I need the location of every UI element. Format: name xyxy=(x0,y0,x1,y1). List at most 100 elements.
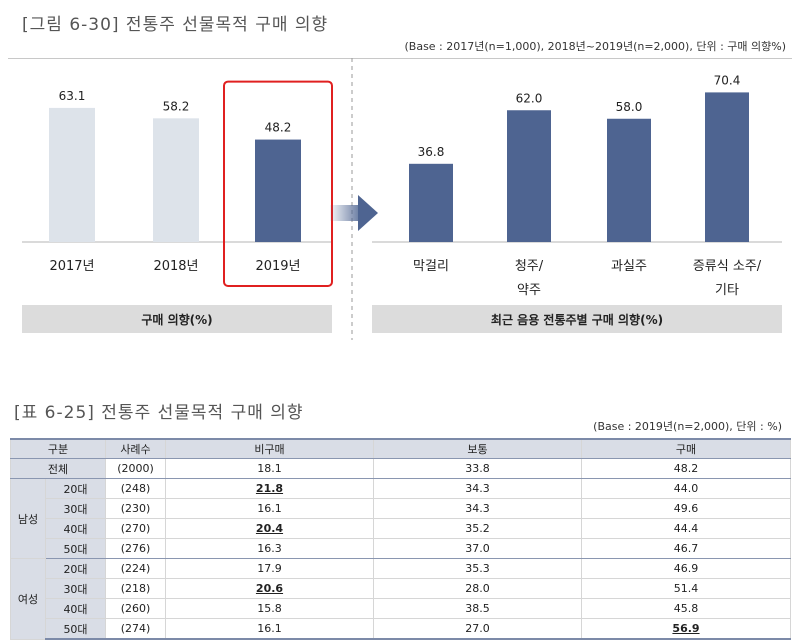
cell-neutral: 33.8 xyxy=(373,458,582,479)
data-label: 62.0 xyxy=(516,91,543,105)
cell-no: 15.8 xyxy=(165,598,374,619)
table-row: 40대 (270) 20.4 35.2 44.4 xyxy=(11,518,791,539)
left-chart-caption-box xyxy=(22,305,332,333)
row-age: 50대 xyxy=(45,618,106,640)
cell-neutral: 34.3 xyxy=(373,478,582,499)
category-label: 2019년 xyxy=(255,259,300,274)
table-row: 50대 (274) 16.1 27.0 56.9 xyxy=(11,618,791,640)
cell-buy: 44.0 xyxy=(581,478,791,499)
cell-buy: 49.6 xyxy=(581,498,791,519)
cell-n: (270) xyxy=(105,518,166,539)
row-age: 40대 xyxy=(45,518,106,539)
flow-arrow-icon xyxy=(330,195,378,231)
header-no: 비구매 xyxy=(165,438,374,459)
row-label: 전체 xyxy=(10,458,106,479)
table-row: 여성 20대 (224) 17.9 35.3 46.9 xyxy=(10,558,791,640)
row-age: 50대 xyxy=(45,538,106,559)
data-label: 63.1 xyxy=(59,89,86,103)
row-age: 40대 xyxy=(45,598,106,619)
table-header-row: 구분 사례수 비구매 보통 구매 xyxy=(10,438,791,459)
cell-no: 16.3 xyxy=(165,538,374,559)
cell-buy: 51.4 xyxy=(581,578,791,599)
cell-n: (224) xyxy=(105,558,166,579)
table-base-note: (Base : 2019년(n=2,000), 단위 : %) xyxy=(593,420,782,433)
header-neutral: 보통 xyxy=(373,438,582,459)
cell-buy: 46.7 xyxy=(581,538,791,559)
cell-n: (230) xyxy=(105,498,166,519)
table-row: 30대 (230) 16.1 34.3 49.6 xyxy=(11,498,791,519)
cell-no: 17.9 xyxy=(165,558,374,579)
header-buy: 구매 xyxy=(581,438,791,459)
cell-n: (218) xyxy=(105,578,166,599)
cell-buy: 56.9 xyxy=(581,618,791,640)
category-label: 2018년 xyxy=(153,259,198,274)
cell-n: (276) xyxy=(105,538,166,559)
cell-neutral: 27.0 xyxy=(373,618,582,640)
bar xyxy=(705,92,749,243)
cell-neutral: 35.2 xyxy=(373,518,582,539)
category-label: 증류식 소주/ xyxy=(693,259,762,274)
cell-buy: 46.9 xyxy=(581,558,791,579)
cell-neutral: 34.3 xyxy=(373,498,582,519)
table-row: 남성 20대 (248) 21.8 34.3 44.0 xyxy=(10,478,791,559)
table-row: 50대 (276) 16.3 37.0 46.7 xyxy=(11,538,791,559)
bar xyxy=(49,107,95,242)
cell-buy: 48.2 xyxy=(581,458,791,479)
cell-no: 21.8 xyxy=(165,478,374,499)
cell-no: 16.1 xyxy=(165,498,374,519)
data-label: 70.4 xyxy=(714,73,741,87)
cell-n: (248) xyxy=(105,478,166,499)
data-label: 58.0 xyxy=(616,100,643,114)
figure-base-note: (Base : 2017년(n=1,000), 2018년~2019년(n=2,… xyxy=(404,40,786,53)
bar xyxy=(153,118,199,242)
cell-neutral: 28.0 xyxy=(373,578,582,599)
row-age: 20대 xyxy=(45,478,106,499)
cell-no: 16.1 xyxy=(165,618,374,640)
group-label-male: 남성 xyxy=(10,478,46,559)
table-row: 30대 (218) 20.6 28.0 51.4 xyxy=(11,578,791,599)
title-divider xyxy=(8,58,792,59)
cell-no: 20.4 xyxy=(165,518,374,539)
chart-area: 63.1 2017년 58.2 2018년 48.2 2019년 36.8 막걸리 62.0 청… xyxy=(22,58,782,340)
bar xyxy=(409,163,453,242)
cell-neutral: 35.3 xyxy=(373,558,582,579)
right-chart-caption-box xyxy=(372,305,782,333)
cell-neutral: 37.0 xyxy=(373,538,582,559)
row-age: 20대 xyxy=(45,558,106,579)
cell-neutral: 38.5 xyxy=(373,598,582,619)
category-label: 약주 xyxy=(517,283,541,298)
data-label: 58.2 xyxy=(163,99,190,113)
header-n: 사례수 xyxy=(105,438,166,459)
row-age: 30대 xyxy=(45,498,106,519)
cell-no: 18.1 xyxy=(165,458,374,479)
row-age: 30대 xyxy=(45,578,106,599)
highlight-box xyxy=(223,80,333,287)
bar xyxy=(507,110,551,242)
left-chart-caption: 구매 의향(%) xyxy=(141,312,212,327)
category-label: 과실주 xyxy=(611,259,647,274)
liquor-type-purchase-intent-chart: 36.8 막걸리 62.0 청주/약주 58.0 과실주 70.4 증류식 소주/기타 xyxy=(372,73,782,298)
yearly-purchase-intent-chart: 63.1 2017년 58.2 2018년 48.2 2019년 xyxy=(22,80,333,287)
table-title: [표 6-25] 전통주 선물목적 구매 의향 xyxy=(14,403,304,423)
purchase-intent-table: 구분 사례수 비구매 보통 구매 전체 (2000) 18.1 33.8 48.… xyxy=(10,438,791,640)
cell-buy: 44.4 xyxy=(581,518,791,539)
table-row-total: 전체 (2000) 18.1 33.8 48.2 xyxy=(10,458,791,479)
data-label: 48.2 xyxy=(265,121,292,135)
cell-no: 20.6 xyxy=(165,578,374,599)
category-label: 2017년 xyxy=(49,259,94,274)
header-group: 구분 xyxy=(10,438,106,459)
category-label: 막걸리 xyxy=(413,259,449,274)
right-chart-caption: 최근 음용 전통주별 구매 의향(%) xyxy=(491,312,663,327)
figure-title: [그림 6-30] 전통주 선물목적 구매 의향 xyxy=(22,15,329,35)
cell-n: (2000) xyxy=(105,458,166,479)
bar xyxy=(607,118,651,242)
bar xyxy=(255,139,301,242)
cell-buy: 45.8 xyxy=(581,598,791,619)
category-label: 청주/ xyxy=(515,259,544,274)
cell-n: (260) xyxy=(105,598,166,619)
cell-n: (274) xyxy=(105,618,166,640)
category-label: 기타 xyxy=(715,283,739,298)
data-label: 36.8 xyxy=(418,145,445,159)
group-label-female: 여성 xyxy=(10,558,46,640)
table-row: 40대 (260) 15.8 38.5 45.8 xyxy=(11,598,791,619)
